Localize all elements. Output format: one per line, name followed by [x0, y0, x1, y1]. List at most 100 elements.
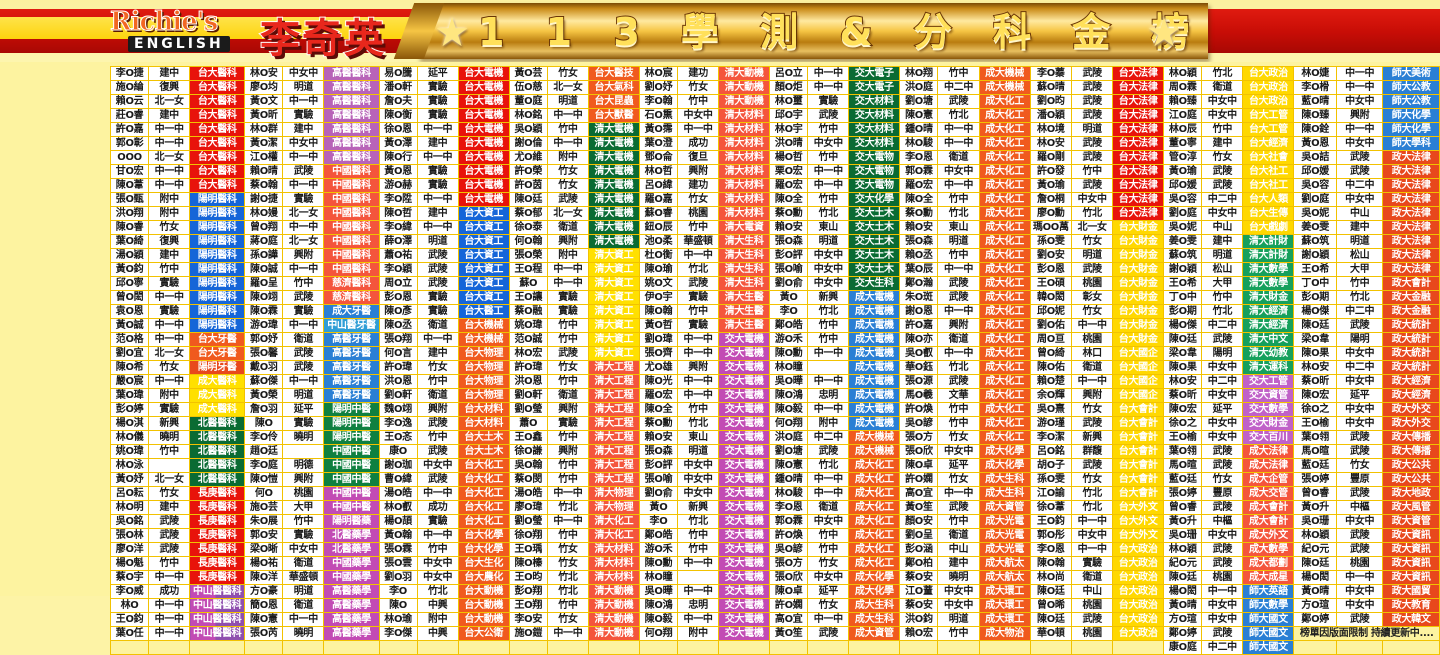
admitted-department-cell: 交大電機 [718, 584, 771, 599]
table-row: 王O鈞 中一中 中山醫醫科 陳O憲 中一中 高醫藥學 林O瑜 附中 台大動機 李O安 竹女 清大動機陳… [109, 612, 1440, 627]
student-school-cell: 中女中 [282, 136, 325, 151]
empty-cell [807, 640, 850, 655]
admitted-department-cell: 北醫藥學 [323, 542, 380, 557]
student-name-cell: 湯O皓 [378, 486, 418, 501]
admitted-department-cell: 政大公共 [1382, 472, 1440, 487]
student-name-cell: 李O緯 [378, 220, 418, 235]
student-school-cell: 附中 [807, 416, 850, 431]
student-school-cell: 武陵 [677, 276, 720, 291]
admitted-department-cell: 清大工程 [587, 388, 640, 403]
admitted-department-cell: 清大電機 [587, 136, 640, 151]
student-name-cell: 詹O羽 [244, 402, 284, 417]
admitted-department-cell: 台大工管 [1242, 108, 1295, 123]
student-name-cell: 詹O桐 [1029, 192, 1073, 207]
admitted-department-cell: 台大國企 [1112, 374, 1165, 389]
admitted-department-cell: 台大土木 [457, 430, 510, 445]
student-school-cell: 武陵 [1201, 458, 1244, 473]
student-name-cell: 李O傑 [378, 626, 418, 641]
admitted-department-cell: 交大電機 [718, 514, 771, 529]
admitted-department-cell: 台大外文 [1112, 500, 1165, 515]
student-name-cell: 李O安 [508, 612, 548, 627]
admitted-department-cell: 清大動機 [718, 80, 771, 95]
student-school-cell: 竹北 [807, 304, 850, 319]
student-school-cell: 實驗 [677, 290, 720, 305]
student-school-cell: 武陵 [1201, 500, 1244, 515]
student-school-cell: 桃園 [1071, 626, 1114, 641]
star-icon-right: ★ [1146, 10, 1182, 56]
student-name-cell: 甘O宏 [109, 164, 150, 179]
student-name-cell: 周O霖 [1163, 80, 1203, 95]
admitted-department-cell: 中國中醫 [323, 486, 380, 501]
student-name-cell: 彭O評 [769, 248, 809, 263]
student-name-cell: 吳O容 [1163, 192, 1203, 207]
student-school-cell: 中女中 [1201, 360, 1244, 375]
admitted-department-cell: 成大化工 [848, 542, 901, 557]
admitted-department-cell: 成大化工 [978, 318, 1031, 333]
student-name-cell: 羅O宏 [769, 178, 809, 193]
student-name-cell: 曾O睿 [1163, 500, 1203, 515]
empty-cell [457, 640, 510, 655]
student-name-cell: 林O安 [1163, 374, 1203, 389]
student-name-cell: 董O寧 [1163, 136, 1203, 151]
student-school-cell: 竹女 [546, 360, 589, 375]
student-school-cell: 武陵 [282, 360, 325, 375]
admitted-department-cell: 台大財金 [1112, 248, 1165, 263]
student-name-cell: 施O芸 [244, 500, 284, 515]
table-row: 葉O瑋 附中 成大醫科 黃O榮 明道 高醫牙醫 劉O軒 衛道 台大物理 劉O軒 衛道 清大工程 羅O宏中… [109, 388, 1440, 403]
student-name-cell: 吳O銘 [109, 514, 150, 529]
admitted-department-cell: 台大醫科 [189, 136, 246, 151]
admitted-department-cell: 成大醫科 [189, 402, 246, 417]
student-school-cell: 興附 [677, 360, 720, 375]
student-school-cell: 竹女 [416, 360, 459, 375]
student-school-cell: 中一中 [148, 164, 191, 179]
student-name-cell: 施O鎧 [508, 626, 548, 641]
student-school-cell: 中一中 [677, 332, 720, 347]
student-name-cell: 陳O彥 [378, 304, 418, 319]
student-school-cell: 明道 [807, 234, 850, 249]
student-name-cell: 謝O穎 [1163, 262, 1203, 277]
student-name-cell: 張O芮 [244, 626, 284, 641]
student-name-cell: 賴O臻 [1163, 94, 1203, 109]
student-name-cell: 何O [244, 486, 284, 501]
admitted-department-cell: 台大法律 [1112, 164, 1165, 179]
student-school-cell: 東山 [807, 220, 850, 235]
student-name-cell: 張O婷 [1293, 472, 1338, 487]
admitted-department-cell: 成大化工 [978, 164, 1031, 179]
student-name-cell: 葉O任 [109, 626, 150, 641]
student-school-cell: 中女中 [1336, 136, 1384, 151]
admitted-department-cell: 台大醫科 [189, 150, 246, 165]
admitted-department-cell: 政大資訊 [1382, 528, 1440, 543]
student-name-cell: 葉O綺 [109, 234, 150, 249]
student-school-cell: 武陵 [1336, 150, 1384, 165]
admitted-department-cell: 成大成星 [1242, 570, 1295, 585]
student-name-cell: 丁O中 [1293, 276, 1338, 291]
student-school-cell: 中女中 [1336, 94, 1384, 109]
table-row: 林O儀 曉明 北醫醫科 李O伶 曉明 陽明中醫 王O忞 竹中 台大土木 王O鑫 竹中 清大工程 賴O安東… [109, 430, 1440, 445]
admitted-department-cell: 清大材料 [587, 556, 640, 571]
student-school-cell: 武陵 [1071, 136, 1114, 151]
admitted-department-cell: 中山醫牙醫 [323, 318, 380, 333]
student-name-cell: 馬O羲 [899, 388, 939, 403]
student-name-cell: 游O禾 [638, 542, 679, 557]
table-row: 郭O彰 中一中 台大醫科 黃O潔 中女中 高醫醫科 黃O澤 建中 台大電機 謝O倫 中一中 清大電機葉… [109, 136, 1440, 151]
student-school-cell: 武陵 [1336, 486, 1384, 501]
admitted-department-cell: 台大氣科 [587, 80, 640, 95]
admitted-department-cell: 台大會計 [1112, 458, 1165, 473]
student-school-cell [282, 444, 325, 459]
student-name-cell: 趙O廷 [244, 444, 284, 459]
brand-logo[interactable]: Richie's ENGLISH 李奇英文 [100, 4, 420, 63]
student-name-cell: 王O程 [508, 262, 548, 277]
admitted-department-cell: 清大動機 [587, 612, 640, 627]
student-name-cell: 嚴O宸 [109, 374, 150, 389]
student-name-cell: 吳O穎 [508, 122, 548, 137]
student-school-cell: 延平 [282, 402, 325, 417]
student-name-cell: 馬O暄 [1293, 444, 1338, 459]
student-name-cell: 陳O廷 [1029, 584, 1073, 599]
student-name-cell: 藍O廷 [1163, 472, 1203, 487]
student-school-cell: 中一中 [937, 262, 980, 277]
admitted-department-cell: 師大英語 [1242, 584, 1295, 599]
admitted-department-cell: 長庚醫科 [189, 556, 246, 571]
student-name-cell: 鄭O皓 [769, 318, 809, 333]
student-name-cell: 洪O恩 [508, 374, 548, 389]
student-school-cell: 中一中 [148, 626, 191, 641]
